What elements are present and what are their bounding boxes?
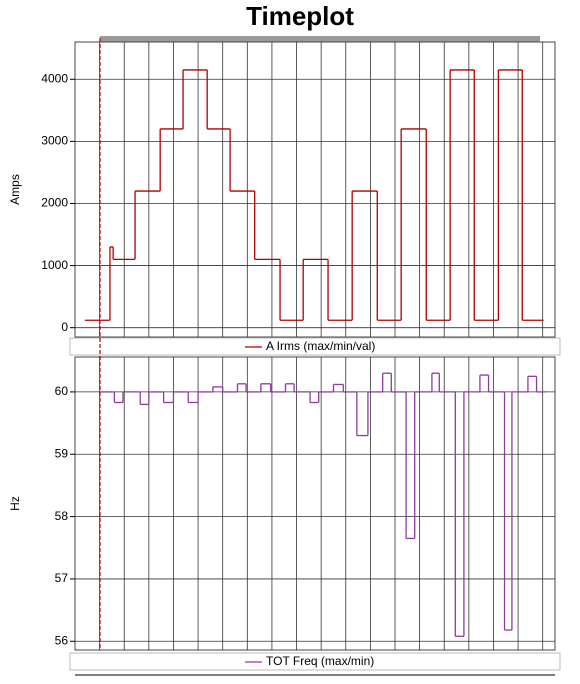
legend-label: A Irms (max/min/val) xyxy=(266,339,375,353)
legend-label: TOT Freq (max/min) xyxy=(266,654,374,668)
y-tick-label: 3000 xyxy=(41,134,68,148)
y-tick-label: 4000 xyxy=(41,71,68,85)
y-tick-label: 56 xyxy=(55,633,69,647)
chart-title: Timeplot xyxy=(246,1,354,31)
y-tick-label: 2000 xyxy=(41,196,68,210)
y-tick-label: 58 xyxy=(55,509,69,523)
plot-area xyxy=(74,41,556,338)
y-tick-label: 59 xyxy=(55,446,69,460)
marker-strip xyxy=(100,36,540,42)
y-axis-label: Hz xyxy=(8,496,22,511)
y-tick-label: 60 xyxy=(55,384,69,398)
y-tick-label: 1000 xyxy=(41,258,68,272)
legend-box xyxy=(69,337,561,356)
y-tick-label: 0 xyxy=(61,320,68,334)
y-axis-label: Amps xyxy=(8,174,22,205)
legend-box xyxy=(69,652,561,671)
plot-area xyxy=(74,356,556,651)
y-tick-label: 57 xyxy=(55,571,69,585)
